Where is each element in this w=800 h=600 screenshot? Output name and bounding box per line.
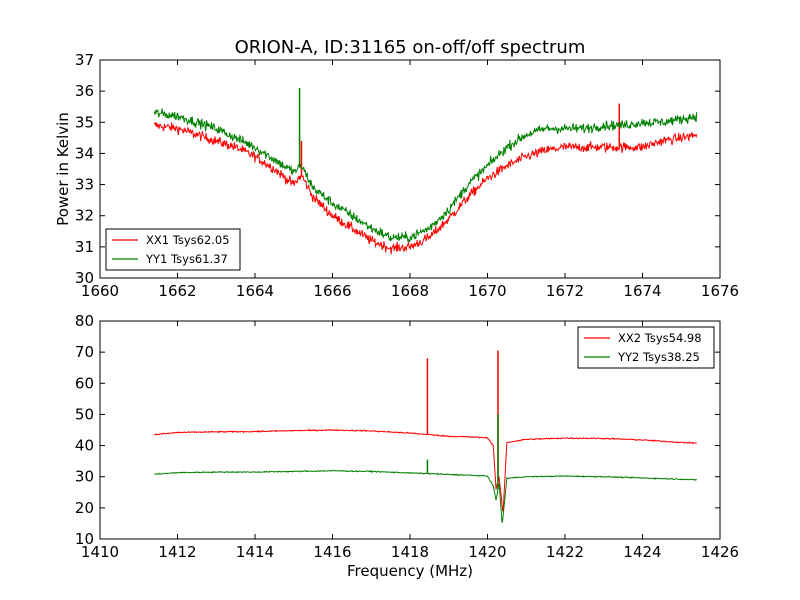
legend-label-0: XX1 Tsys62.05 xyxy=(146,233,230,247)
x-tick-label: 1424 xyxy=(623,543,661,561)
y-tick-label: 34 xyxy=(75,144,94,162)
x-tick-label: 1422 xyxy=(546,543,584,561)
top-plot: 1660 1662 1664 1666 1668 1670 1672 1674 1676 30 31… xyxy=(54,51,739,300)
x-tick-label: 1674 xyxy=(623,282,661,300)
x-tick-label: 1412 xyxy=(158,543,196,561)
x-tick-label: 1416 xyxy=(313,543,351,561)
series-group xyxy=(153,88,698,255)
y-tick-label: 80 xyxy=(75,312,94,330)
x-tick-label: 1664 xyxy=(236,282,274,300)
legend-label-1: YY1 Tsys61.37 xyxy=(145,252,228,266)
y-tick-label: 30 xyxy=(75,468,94,486)
y-tick-label: 20 xyxy=(75,499,94,517)
x-tick-label: 1670 xyxy=(468,282,506,300)
y-axis-label: Power in Kelvin xyxy=(54,112,72,226)
y-tick-label: 37 xyxy=(75,51,94,69)
y-tick-label: 50 xyxy=(75,405,94,423)
x-axis-label: Frequency (MHz) xyxy=(347,562,473,580)
legend-box xyxy=(105,228,241,271)
y-tick-label: 30 xyxy=(75,269,94,287)
series-line-0 xyxy=(154,428,698,512)
x-tick-label: 1676 xyxy=(701,282,739,300)
y-tick-label: 36 xyxy=(75,82,94,100)
legend-box xyxy=(577,326,715,369)
x-tick-label: 1410 xyxy=(81,543,119,561)
y-tick-label: 40 xyxy=(75,437,94,455)
x-tick-label: 1662 xyxy=(158,282,196,300)
bottom-plot: 1410 1412 1414 1416 1418 1420 1422 1424 1426 10 20… xyxy=(75,312,739,580)
y-tick-label: 60 xyxy=(75,374,94,392)
figure-title: ORION-A, ID:31165 on-off/off spectrum xyxy=(235,37,586,58)
x-tick-label: 1668 xyxy=(391,282,429,300)
series-group xyxy=(154,350,698,523)
x-tick-label: 1672 xyxy=(546,282,584,300)
series-line-0 xyxy=(153,121,698,255)
y-tick-label: 70 xyxy=(75,343,94,361)
x-tick-label: 1418 xyxy=(391,543,429,561)
legend-label-0: XX2 Tsys54.98 xyxy=(618,331,702,345)
y-tick-label: 32 xyxy=(75,207,94,225)
series-line-1 xyxy=(153,108,698,243)
legend: XX1 Tsys62.05 YY1 Tsys61.37 xyxy=(105,228,241,271)
y-tick-label: 33 xyxy=(75,176,94,194)
legend-label-1: YY2 Tsys38.25 xyxy=(617,350,700,364)
x-tick-label: 1420 xyxy=(468,543,506,561)
y-tick-label: 35 xyxy=(75,113,94,131)
x-tick-label: 1414 xyxy=(236,543,274,561)
legend: XX2 Tsys54.98 YY2 Tsys38.25 xyxy=(577,326,715,369)
x-tick-label: 1666 xyxy=(313,282,351,300)
series-line-1 xyxy=(154,469,698,523)
x-tick-label: 1426 xyxy=(701,543,739,561)
y-tick-label: 10 xyxy=(75,530,94,548)
y-tick-label: 31 xyxy=(75,238,94,256)
x-tick-label: 1660 xyxy=(81,282,119,300)
